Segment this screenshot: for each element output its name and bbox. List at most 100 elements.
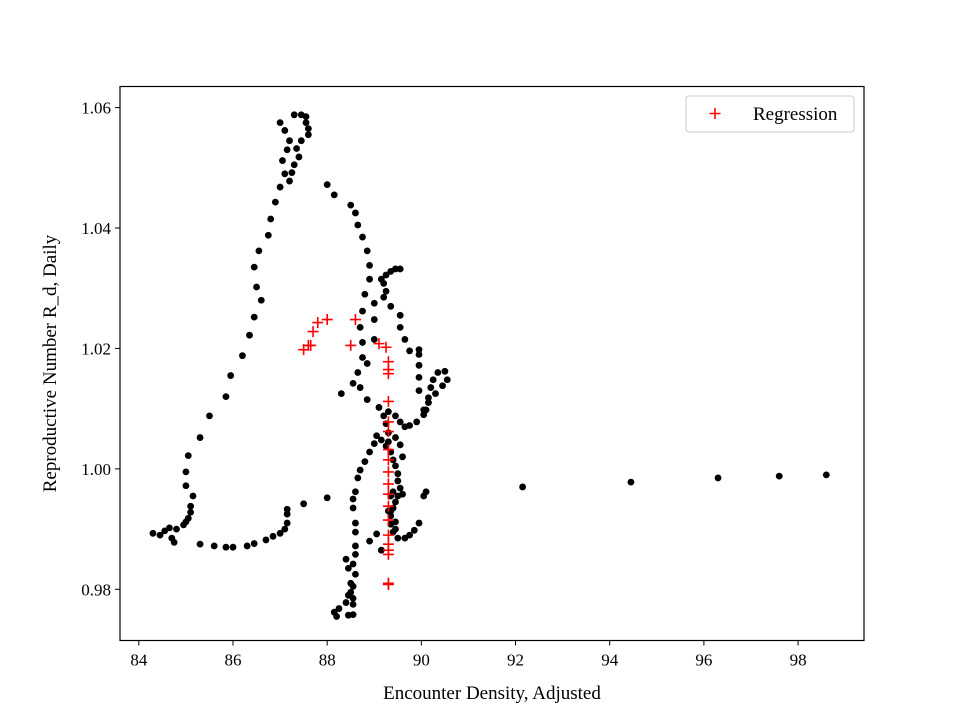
data-point (166, 524, 173, 532)
data-point (239, 352, 246, 360)
legend-plus-marker-path (709, 108, 721, 119)
data-point (363, 247, 371, 255)
regression-point (373, 338, 385, 350)
data-point (434, 369, 442, 376)
data-point (229, 543, 237, 551)
y-axis-label: Reproductive Number R_d, Daily (40, 234, 61, 492)
data-point (210, 542, 218, 550)
data-point (184, 514, 192, 522)
data-point (196, 540, 204, 548)
regression-point (382, 416, 394, 428)
data-point (370, 336, 378, 343)
data-point (243, 542, 251, 550)
data-point (246, 331, 253, 339)
data-point (281, 127, 289, 134)
data-point (359, 339, 366, 346)
data-point (347, 579, 355, 587)
data-point (410, 526, 418, 534)
regression-point (345, 339, 357, 351)
data-point (356, 466, 364, 474)
data-point (187, 508, 195, 516)
data-point (337, 390, 345, 398)
data-point (361, 290, 369, 298)
regression-point (382, 444, 394, 456)
data-point (335, 605, 343, 612)
data-point (406, 422, 413, 429)
data-point (349, 495, 357, 503)
regression-point (382, 478, 394, 490)
data-point (279, 157, 286, 164)
data-point (349, 504, 357, 512)
data-point (441, 367, 449, 375)
data-point (380, 293, 388, 301)
data-point (304, 131, 312, 139)
data-point (344, 564, 352, 572)
x-tick-label: 90 (413, 651, 430, 670)
x-tick-label: 84 (130, 651, 148, 670)
data-point (394, 477, 402, 485)
data-point (187, 502, 195, 510)
data-point (349, 611, 357, 619)
regression-point (382, 466, 394, 478)
data-point (300, 500, 308, 508)
regression-point (382, 578, 394, 590)
data-point (349, 379, 357, 387)
regression-point (382, 500, 394, 512)
data-point (173, 525, 180, 533)
data-point (385, 408, 392, 416)
regression-point (382, 514, 394, 526)
data-point (295, 153, 303, 161)
data-point (352, 528, 359, 536)
data-point (283, 519, 291, 527)
data-point (352, 519, 359, 527)
data-point (425, 399, 432, 407)
data-point (250, 263, 258, 271)
data-point (366, 537, 373, 545)
data-point (392, 498, 399, 506)
data-point (373, 530, 381, 538)
data-point (396, 323, 404, 331)
data-point (394, 470, 402, 478)
data-point (293, 145, 300, 152)
data-point (366, 448, 373, 456)
data-point (323, 181, 331, 189)
data-point (290, 111, 298, 119)
data-point (396, 441, 404, 449)
data-point (359, 354, 366, 361)
data-point (255, 247, 263, 255)
data-point (349, 600, 357, 608)
data-point (290, 161, 298, 169)
data-point (283, 510, 291, 518)
plot-marks (149, 111, 830, 620)
data-point (222, 543, 230, 551)
data-point (288, 169, 296, 177)
data-point (375, 404, 383, 411)
data-point (250, 313, 258, 321)
data-point (354, 474, 362, 482)
data-point (413, 418, 421, 426)
data-point (370, 299, 378, 307)
data-point (302, 113, 310, 121)
data-point (257, 296, 265, 304)
data-point (406, 531, 413, 539)
data-point (271, 198, 279, 206)
data-point (264, 231, 272, 239)
data-point (396, 311, 404, 319)
data-point (281, 170, 289, 178)
data-point (352, 542, 359, 550)
data-point (396, 265, 404, 273)
data-point (627, 478, 635, 486)
data-point (377, 275, 385, 283)
data-point (415, 519, 423, 527)
legend-box (685, 95, 855, 133)
regression-point (305, 339, 317, 351)
data-point (396, 484, 404, 492)
data-point (432, 390, 439, 398)
data-point (415, 373, 423, 381)
regression-point (382, 548, 394, 560)
regression-point (382, 426, 394, 438)
data-point (267, 215, 275, 223)
regression-point (307, 326, 319, 338)
data-point (385, 438, 392, 446)
data-point (269, 532, 277, 540)
